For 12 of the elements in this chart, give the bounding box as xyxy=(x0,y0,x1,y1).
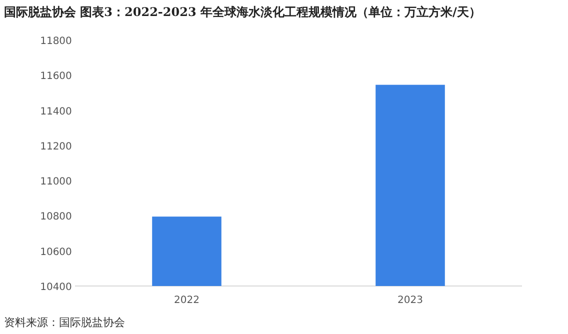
y-tick-label: 11600 xyxy=(40,71,72,82)
y-tick-label: 11800 xyxy=(40,36,72,47)
y-tick-label: 10600 xyxy=(40,246,72,258)
text: 资料来源：国际脱盐协会 xyxy=(4,316,125,329)
y-tick-label: 10400 xyxy=(40,282,72,293)
x-tick-label: 2023 xyxy=(398,295,423,306)
y-tick-label: 11000 xyxy=(40,176,72,188)
y-tick-label: 11400 xyxy=(40,106,72,118)
x-tick-label: 2022 xyxy=(174,295,200,306)
chart-title: 国际脱盐协会 图表3：2022-2023 年全球海水淡化工程规模情况（单位：万立方米/天） xyxy=(4,5,481,19)
y-tick-label: 10800 xyxy=(40,212,72,223)
y-tick-label: 11200 xyxy=(40,141,72,152)
